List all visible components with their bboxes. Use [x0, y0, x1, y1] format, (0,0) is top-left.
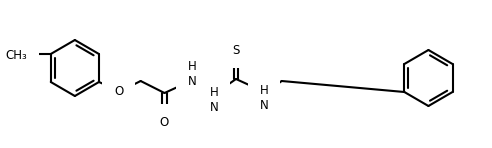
Text: CH₃: CH₃ [5, 49, 27, 62]
Text: H
N: H N [188, 60, 197, 88]
Text: O: O [160, 115, 169, 128]
Text: S: S [232, 44, 240, 57]
Text: O: O [114, 85, 123, 98]
Text: H
N: H N [210, 86, 218, 114]
Text: H
N: H N [259, 84, 268, 112]
